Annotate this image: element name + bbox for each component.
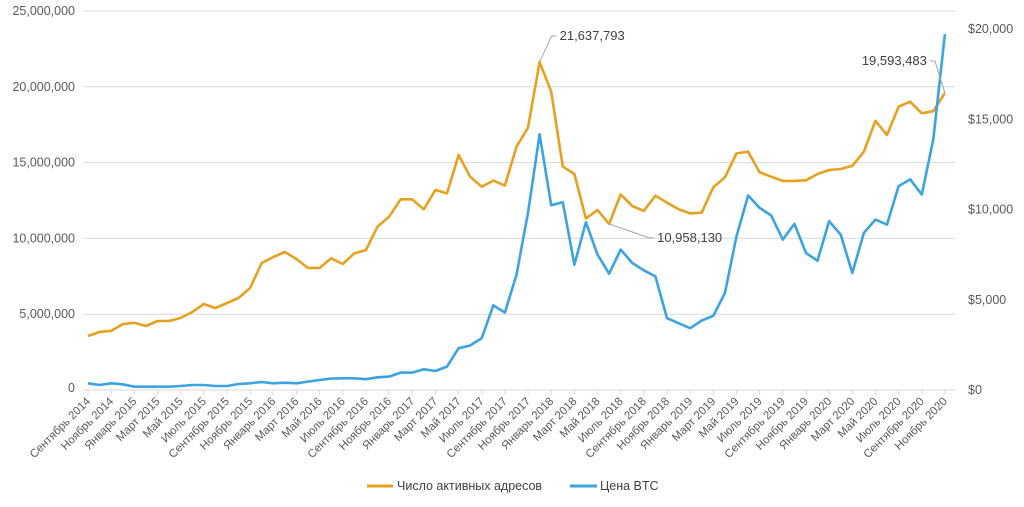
- annotation-label: 19,593,483: [862, 53, 927, 68]
- active-addresses-line: [87, 60, 946, 338]
- legend-label-btc-price: Цена BTC: [600, 479, 659, 493]
- left-y-tick-label: 15,000,000: [12, 156, 75, 170]
- annotation-label: 21,637,793: [560, 28, 625, 43]
- right-y-tick-label: $5,000: [968, 293, 1006, 307]
- legend-label-active-addresses: Число активных адресов: [397, 479, 542, 493]
- right-y-tick-label: $0: [968, 383, 982, 397]
- right-y-tick-label: $15,000: [968, 112, 1013, 126]
- left-y-tick-label: 25,000,000: [12, 4, 75, 18]
- annotation-leader-line: [608, 223, 655, 239]
- gridlines: [83, 10, 955, 315]
- left-y-tick-label: 10,000,000: [12, 231, 75, 245]
- annotation-leader-line: [929, 60, 946, 94]
- right-y-tick-label: $10,000: [968, 203, 1013, 217]
- left-y-axis: 0 5,000,000 10,000,000 15,000,000 20,000,000…: [12, 4, 75, 395]
- left-y-tick-label: 20,000,000: [12, 80, 75, 94]
- annotation-label: 10,958,130: [657, 230, 722, 245]
- annotations: 21,637,793 10,958,130 19,593,483: [539, 28, 946, 245]
- left-y-tick-label: 5,000,000: [19, 307, 75, 321]
- series-lines: [87, 33, 947, 389]
- legend: Число активных адресов Цена BTC: [367, 479, 659, 493]
- left-y-tick-label: 0: [68, 381, 75, 395]
- right-y-axis: $0 $5,000 $10,000 $15,000 $20,000: [968, 22, 1013, 397]
- annotation-leader-line: [539, 35, 557, 63]
- right-y-tick-label: $20,000: [968, 22, 1013, 36]
- btc-price-line: [87, 33, 947, 389]
